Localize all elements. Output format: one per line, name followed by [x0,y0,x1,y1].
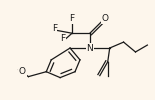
Text: F: F [69,14,75,23]
Text: O: O [101,14,108,23]
Text: N: N [86,44,93,52]
Text: F: F [61,34,66,43]
Text: F: F [52,24,57,33]
Text: O: O [19,67,26,76]
